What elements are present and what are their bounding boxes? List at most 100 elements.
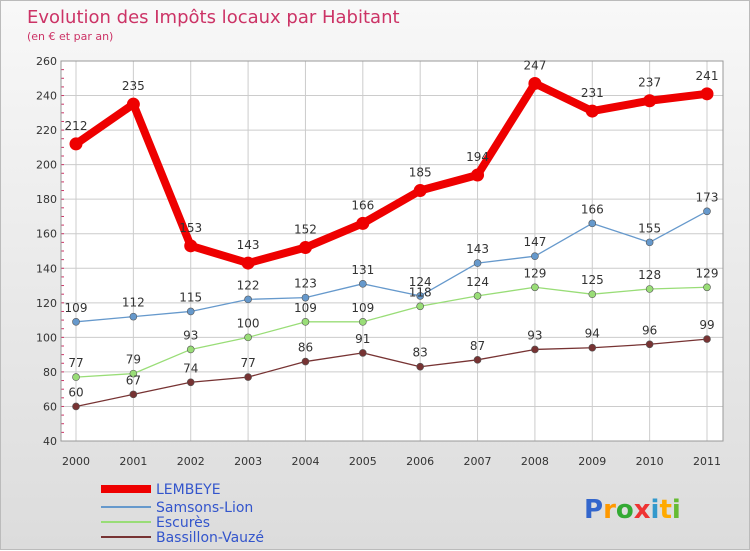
data-label: 109 <box>65 301 88 315</box>
data-label: 143 <box>237 238 260 252</box>
data-point <box>186 307 195 316</box>
data-labels: 60 67 74 77 86 91 83 87 93 94 96 99 77 79 93 100 109 109 1… <box>65 58 719 399</box>
data-point <box>471 168 485 182</box>
series-line-0 <box>72 79 711 268</box>
data-label: 77 <box>240 356 255 370</box>
series-lines <box>69 76 714 411</box>
data-label: 100 <box>237 316 260 330</box>
data-point <box>643 94 657 108</box>
data-point <box>359 318 367 326</box>
x-tick-label: 2000 <box>62 455 90 468</box>
data-point <box>72 318 80 326</box>
data-point <box>129 390 138 399</box>
data-label: 128 <box>638 268 661 282</box>
chart-subtitle: (en € et par an) <box>27 30 113 43</box>
logo-letter: x <box>634 495 651 525</box>
data-point <box>700 87 714 101</box>
data-label: 93 <box>183 328 198 342</box>
data-label: 91 <box>355 332 370 346</box>
data-label: 77 <box>68 356 83 370</box>
logo-letter: t <box>659 495 671 525</box>
data-point <box>244 373 252 381</box>
data-point <box>301 357 310 366</box>
data-label: 194 <box>466 150 489 164</box>
data-label: 109 <box>294 301 317 315</box>
data-label: 125 <box>581 273 604 287</box>
data-label: 147 <box>523 235 546 249</box>
y-tick-label: 140 <box>36 262 57 275</box>
data-point <box>416 292 424 300</box>
y-tick-label: 100 <box>36 331 57 344</box>
data-point <box>703 335 711 343</box>
y-tick-label: 240 <box>36 90 57 103</box>
data-point <box>645 285 654 293</box>
data-label: 122 <box>237 278 260 292</box>
x-tick-label: 2007 <box>464 455 492 468</box>
data-point <box>528 76 542 90</box>
data-point <box>241 256 255 270</box>
data-point <box>69 137 83 151</box>
data-label: 124 <box>409 275 432 289</box>
data-label: 60 <box>68 385 83 399</box>
y-tick-label: 60 <box>43 400 57 413</box>
logo-text: Proxiti <box>584 495 681 525</box>
data-point <box>129 369 138 378</box>
y-tick-label: 220 <box>36 124 57 137</box>
data-label: 79 <box>126 353 141 367</box>
data-label: 115 <box>179 290 202 304</box>
data-point <box>72 402 80 411</box>
data-point <box>244 295 252 304</box>
y-tick-label: 120 <box>36 297 57 310</box>
data-label: 94 <box>585 327 600 341</box>
data-label: 67 <box>126 373 141 387</box>
legend-label: LEMBEYE <box>156 482 221 498</box>
data-label: 152 <box>294 223 317 237</box>
data-point <box>588 343 597 352</box>
data-label: 143 <box>466 242 489 256</box>
y-tick-label: 180 <box>36 193 57 206</box>
data-label: 212 <box>65 119 88 133</box>
data-point <box>703 207 711 216</box>
data-point <box>473 292 482 300</box>
data-label: 231 <box>581 86 604 100</box>
data-point <box>416 302 424 311</box>
x-tick-label: 2004 <box>291 455 319 468</box>
logo-letter: i <box>672 495 681 525</box>
logo-letter: r <box>603 495 616 525</box>
data-label: 124 <box>466 275 489 289</box>
data-point <box>184 239 198 253</box>
data-label: 247 <box>523 58 546 72</box>
data-point <box>186 378 195 387</box>
data-label: 153 <box>179 221 202 235</box>
data-point <box>413 184 427 198</box>
data-label: 74 <box>183 361 198 375</box>
legend-label: Samsons-Lion <box>156 500 253 516</box>
x-tick-label: 2011 <box>693 455 721 468</box>
x-tick-label: 2008 <box>521 455 549 468</box>
data-point <box>359 280 367 288</box>
data-point <box>301 293 310 302</box>
data-point <box>531 345 539 354</box>
plot-area <box>61 61 723 441</box>
data-point <box>585 104 599 118</box>
x-tick-label: 2001 <box>119 455 147 468</box>
data-label: 118 <box>409 285 432 299</box>
data-label: 86 <box>298 341 313 355</box>
data-label: 87 <box>470 339 485 353</box>
data-label: 155 <box>638 221 661 235</box>
data-label: 129 <box>523 266 546 280</box>
y-tick-label: 80 <box>43 366 57 379</box>
proxiti-logo: Proxiti <box>584 495 681 525</box>
legend-label: Escurès <box>156 515 210 531</box>
data-point <box>244 333 252 342</box>
data-point <box>129 312 138 321</box>
data-point <box>126 97 140 111</box>
data-point <box>473 259 482 267</box>
grid <box>61 60 723 442</box>
x-tick-label: 2006 <box>406 455 434 468</box>
data-label: 123 <box>294 277 317 291</box>
y-tick-label: 40 <box>43 435 57 448</box>
data-point <box>186 345 195 354</box>
data-label: 173 <box>696 190 719 204</box>
